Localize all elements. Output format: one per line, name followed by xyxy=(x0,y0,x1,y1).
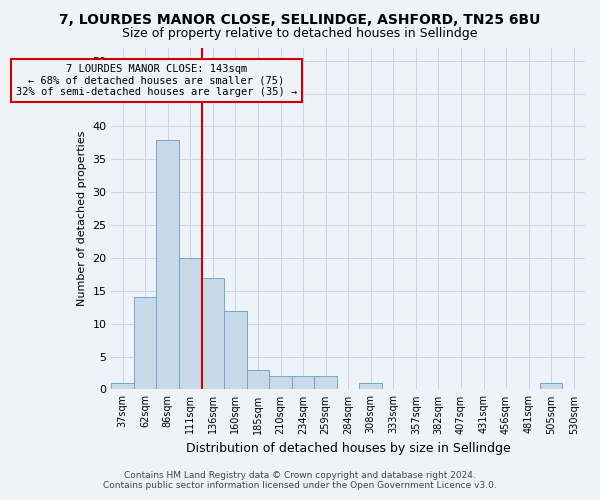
X-axis label: Distribution of detached houses by size in Sellindge: Distribution of detached houses by size … xyxy=(186,442,511,455)
Bar xyxy=(292,376,314,390)
Bar xyxy=(112,383,134,390)
Text: 7 LOURDES MANOR CLOSE: 143sqm
← 68% of detached houses are smaller (75)
32% of s: 7 LOURDES MANOR CLOSE: 143sqm ← 68% of d… xyxy=(16,64,297,97)
Bar xyxy=(269,376,292,390)
Bar xyxy=(179,258,202,390)
Bar xyxy=(224,310,247,390)
Bar xyxy=(314,376,337,390)
Text: 7, LOURDES MANOR CLOSE, SELLINDGE, ASHFORD, TN25 6BU: 7, LOURDES MANOR CLOSE, SELLINDGE, ASHFO… xyxy=(59,12,541,26)
Bar xyxy=(247,370,269,390)
Bar xyxy=(202,278,224,390)
Y-axis label: Number of detached properties: Number of detached properties xyxy=(77,131,87,306)
Bar xyxy=(540,383,562,390)
Text: Contains HM Land Registry data © Crown copyright and database right 2024.
Contai: Contains HM Land Registry data © Crown c… xyxy=(103,470,497,490)
Text: Size of property relative to detached houses in Sellindge: Size of property relative to detached ho… xyxy=(122,28,478,40)
Bar xyxy=(359,383,382,390)
Bar xyxy=(134,298,157,390)
Bar xyxy=(157,140,179,390)
